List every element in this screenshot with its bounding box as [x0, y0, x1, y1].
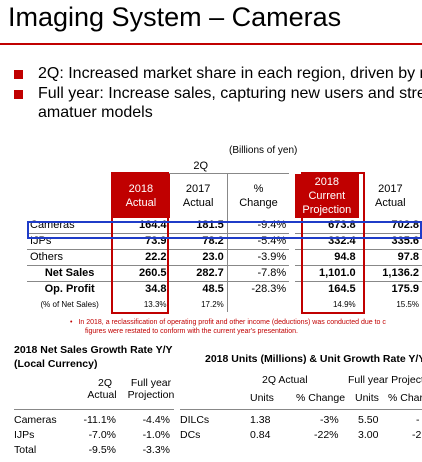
- units-divider: [180, 409, 422, 410]
- table-row: Others 22.2 23.0 -3.9% 94.8 97.8: [27, 249, 422, 266]
- table-row: Net Sales 260.5 282.7 -7.8% 1,101.0 1,13…: [27, 265, 422, 282]
- table-row: (% of Net Sales) 13.3% 17.2% 14.9% 15.5%: [27, 296, 422, 312]
- footnote-cont: figures were restated to conform with th…: [85, 328, 298, 335]
- col-2017-full-actual: 2017 Actual: [375, 182, 406, 209]
- growth-title: 2018 Net Sales Growth Rate Y/Y: [14, 344, 173, 356]
- units-sub-units: Units: [250, 392, 274, 404]
- unit-note: (Billions of yen): [229, 145, 298, 156]
- highlight-2018-projection: [301, 172, 365, 314]
- bullet-marker-1: [14, 70, 23, 79]
- table-row: Op. Profit 34.8 48.5 -28.3% 164.5 175.9: [44, 281, 419, 297]
- title-divider: [0, 43, 422, 45]
- growth-subtitle: (Local Currency): [14, 358, 98, 370]
- footnote: • In 2018, a reclassification of operatin…: [70, 319, 386, 326]
- units-sub-change: % Change: [296, 392, 346, 404]
- units-title: 2018 Units (Millions) & Unit Growth Rate…: [205, 353, 422, 365]
- bullet-text-1: 2Q: Increased market share in each regio…: [38, 65, 422, 82]
- bullet-text-2: Full year: Increase sales, capturing new…: [38, 85, 422, 102]
- units-q-header: 2Q Actual: [262, 374, 308, 386]
- page-title: Imaging System – Cameras: [8, 2, 342, 32]
- col-2018-projection: 2018 Current Projection: [294, 173, 359, 218]
- growth-divider: [14, 409, 174, 410]
- results-table: 2Q 2018 Actual 2017 Actual % Change 2018 Cur…: [27, 158, 422, 312]
- col-2017-actual: 2017 Actual: [182, 182, 214, 209]
- bullet-text-2-cont: amatuer models: [38, 104, 153, 121]
- units-sub-change-fy: % Char: [388, 392, 422, 404]
- bullet-marker-2: [14, 90, 23, 99]
- highlight-cameras-row: [27, 221, 422, 239]
- highlight-2018-actual: [111, 172, 169, 314]
- units-fy-header: Full year Projection: [348, 374, 422, 386]
- col-change: % Change: [226, 173, 290, 218]
- units-sub-units-fy: Units: [355, 392, 379, 404]
- quarter-header: 2Q: [112, 158, 290, 174]
- growth-col-q: 2Q Actual: [87, 377, 117, 401]
- growth-col-fy: Full year Projection: [127, 377, 175, 401]
- col-2018-actual: 2018 Actual: [112, 173, 170, 218]
